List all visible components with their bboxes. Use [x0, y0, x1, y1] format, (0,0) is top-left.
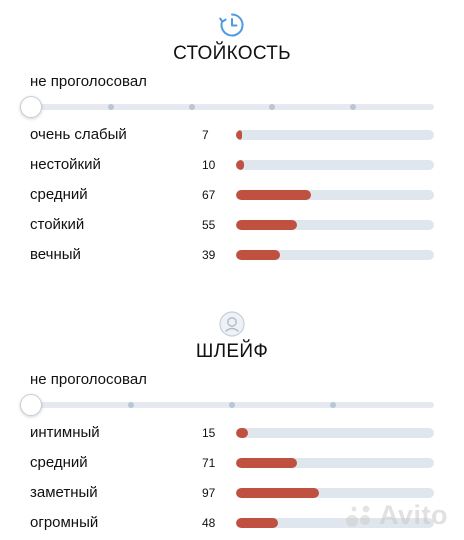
option-bar-fill [236, 250, 280, 260]
vote-option-row: стойкий 55 [0, 215, 464, 237]
option-bar-fill [236, 190, 312, 200]
section-title: СТОЙКОСТЬ [173, 43, 291, 64]
slider-thumb[interactable] [20, 96, 42, 118]
option-count: 67 [202, 188, 216, 202]
option-bar-track [236, 428, 434, 438]
section-title: ШЛЕЙФ [195, 341, 269, 362]
option-bar-track [236, 190, 434, 200]
option-label: средний [30, 186, 88, 203]
option-bar-track [236, 488, 434, 498]
slider-stop-dot[interactable] [107, 104, 114, 110]
option-count: 10 [202, 158, 216, 172]
slider-stop-dot[interactable] [188, 104, 195, 110]
option-bar-fill [236, 160, 244, 170]
option-label: очень слабый [30, 126, 127, 143]
option-bar-track [236, 518, 434, 528]
vote-option-row: очень слабый 7 [0, 125, 464, 147]
option-bar-fill [236, 518, 278, 528]
option-bar-fill [236, 458, 298, 468]
vote-option-row: нестойкий 10 [0, 155, 464, 177]
vote-slider[interactable] [20, 96, 434, 118]
vote-option-row: заметный 97 [0, 483, 464, 505]
option-bar-track [236, 160, 434, 170]
option-bar-fill [236, 220, 298, 230]
vote-option-row: вечный 39 [0, 245, 464, 267]
avito-watermark: Avito [344, 500, 448, 531]
option-label: вечный [30, 246, 81, 263]
option-count: 15 [202, 426, 216, 440]
slider-stop-dot[interactable] [128, 402, 134, 408]
option-label: стойкий [30, 216, 85, 233]
option-count: 48 [202, 516, 216, 530]
vote-option-row: огромный 48 [0, 513, 464, 535]
not-voted-label: не проголосовал [30, 73, 147, 90]
option-count: 7 [202, 128, 209, 142]
slider-stop-dot[interactable] [350, 104, 357, 110]
option-bar-track [236, 220, 434, 230]
option-bar-fill [236, 130, 242, 140]
watermark-text: Avito [379, 500, 448, 530]
option-count: 97 [202, 486, 216, 500]
slider-thumb[interactable] [20, 394, 42, 416]
slider-stop-dot[interactable] [229, 402, 235, 408]
vote-option-row: средний 67 [0, 185, 464, 207]
vote-slider[interactable] [20, 394, 434, 416]
option-label: средний [30, 454, 88, 471]
option-label: нестойкий [30, 156, 101, 173]
clock-refresh-icon [219, 13, 244, 37]
option-count: 55 [202, 218, 216, 232]
option-bar-track [236, 130, 434, 140]
option-label: огромный [30, 514, 99, 531]
option-label: интимный [30, 424, 100, 441]
vote-option-row: средний 71 [0, 453, 464, 475]
option-count: 71 [202, 456, 216, 470]
option-bar-fill [236, 488, 320, 498]
slider-stop-dot[interactable] [269, 104, 276, 110]
slider-stop-dot[interactable] [330, 402, 336, 408]
option-label: заметный [30, 484, 98, 501]
option-bar-track [236, 250, 434, 260]
option-count: 39 [202, 248, 216, 262]
slider-track [30, 104, 434, 110]
option-bar-fill [236, 428, 248, 438]
avatar-circle-icon [219, 311, 245, 337]
vote-option-row: интимный 15 [0, 423, 464, 445]
not-voted-label: не проголосовал [30, 371, 147, 388]
option-bar-track [236, 458, 434, 468]
avito-logo-icon [346, 505, 370, 527]
